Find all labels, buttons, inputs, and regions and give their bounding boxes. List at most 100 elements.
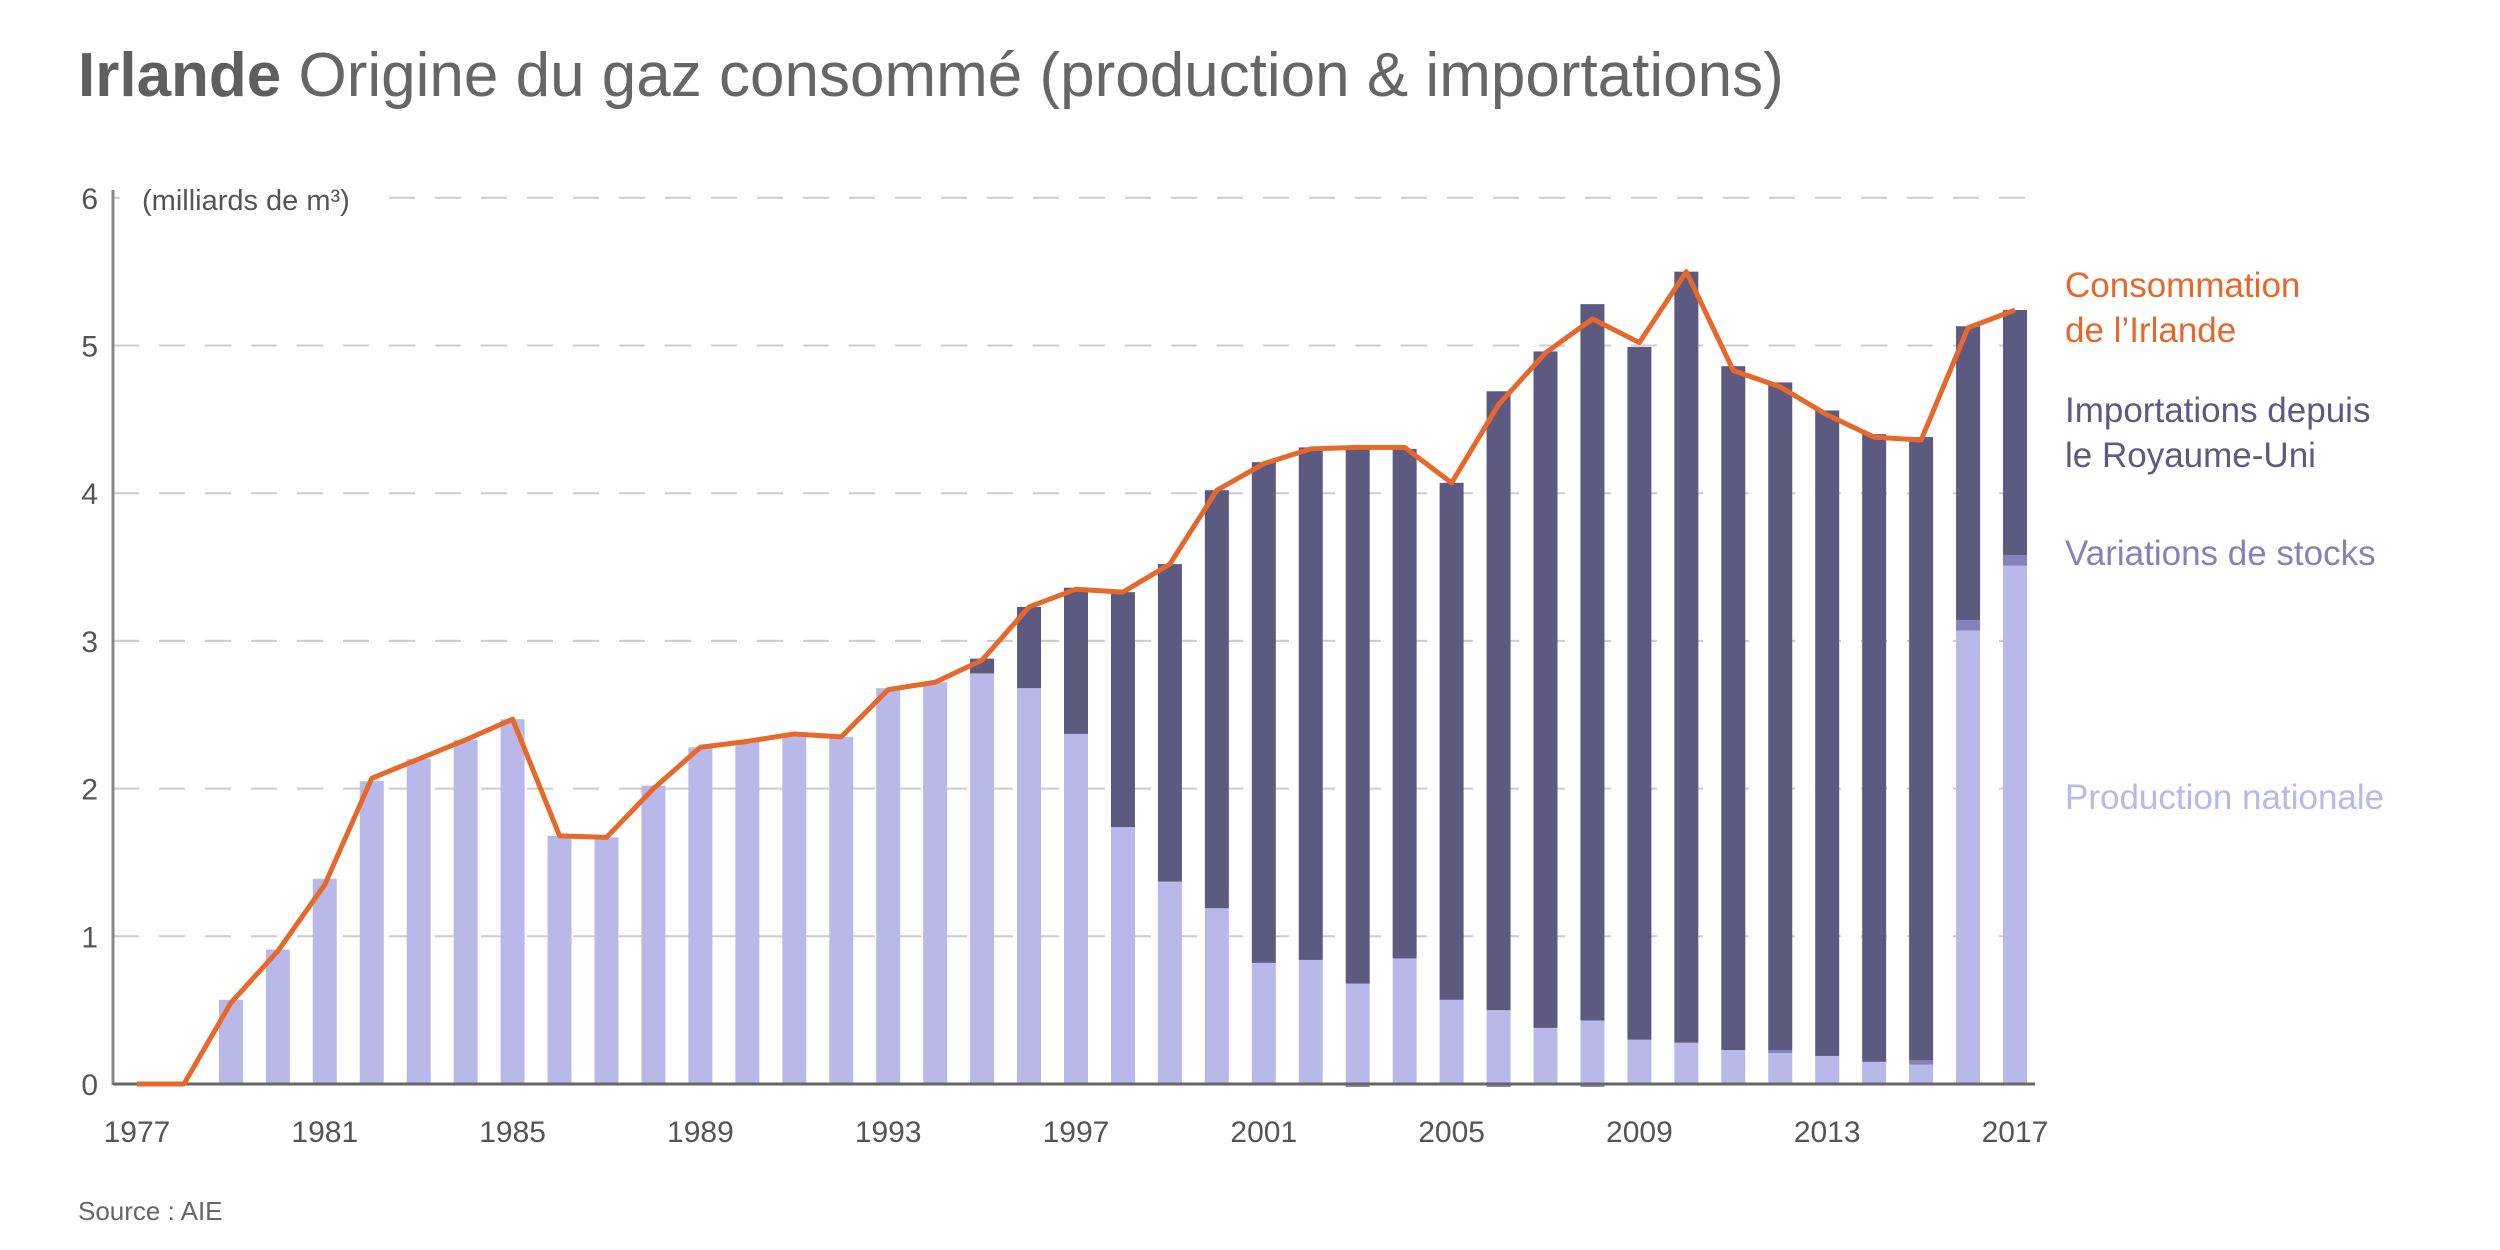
bar-production: [1956, 630, 1981, 1084]
bar-production: [1486, 1010, 1511, 1084]
unit-label-background: [120, 180, 385, 216]
bar-imports: [2003, 310, 2027, 556]
bar-imports: [1580, 304, 1605, 1021]
bar-production: [1017, 688, 1042, 1084]
bar-production: [1909, 1064, 1934, 1084]
bar-production: [547, 835, 572, 1084]
legend-production: Production nationale: [2065, 778, 2384, 817]
bar-production: [265, 949, 290, 1084]
bar-production: [1768, 1052, 1793, 1084]
bar-production: [1298, 959, 1323, 1084]
legend-stocks: Variations de stocks: [2065, 534, 2376, 573]
x-tick-label: 2009: [1606, 1116, 1673, 1149]
bar-imports: [1392, 448, 1417, 959]
bars: [218, 271, 2027, 1087]
bar-stocks: [1909, 1060, 1934, 1065]
bar-production: [1439, 999, 1464, 1084]
bar-imports: [1862, 434, 1887, 1062]
bar-production: [735, 741, 760, 1084]
chart-title: Irlande Origine du gaz consommé (product…: [78, 40, 1784, 111]
bar-imports: [1345, 447, 1370, 984]
bar-production: [453, 739, 478, 1084]
bar-production: [876, 688, 901, 1084]
bar-production: [641, 785, 666, 1084]
bar-production: [500, 719, 525, 1084]
title-country: Irlande: [78, 41, 282, 110]
x-tick-label: 1977: [104, 1116, 171, 1149]
bar-production: [1721, 1050, 1746, 1084]
bar-production: [1345, 983, 1370, 1084]
bar-imports: [1674, 271, 1699, 1043]
bar-imports: [1533, 351, 1558, 1028]
y-tick-label: 5: [81, 331, 98, 364]
bar-production: [2003, 565, 2027, 1084]
bar-production: [1674, 1042, 1699, 1084]
bar-production: [1157, 881, 1182, 1084]
bar-imports: [1017, 606, 1042, 689]
bar-imports: [1439, 482, 1464, 1000]
gridlines: [113, 180, 2040, 938]
bar-production: [970, 673, 995, 1084]
bar-production: [1110, 827, 1135, 1084]
bar-production: [1580, 1020, 1605, 1084]
legend-imports-line1: Importations depuis: [2065, 391, 2370, 430]
bar-imports: [1627, 346, 1652, 1040]
bar-imports: [1110, 592, 1135, 828]
y-tick-label: 6: [81, 183, 98, 216]
y-tick-label: 3: [81, 626, 98, 659]
x-tick-label: 1997: [1043, 1116, 1110, 1149]
consumption-line: [137, 269, 2016, 1087]
x-tick-label: 2001: [1230, 1116, 1297, 1149]
bar-production: [1392, 958, 1417, 1084]
bar-production: [312, 878, 337, 1084]
x-tick-label: 2005: [1418, 1116, 1485, 1149]
legend: Consommation de l’Irlande Importations d…: [2065, 266, 2384, 817]
legend-imports-line2: le Royaume-Uni: [2065, 436, 2316, 475]
x-tick-label: 1981: [291, 1116, 358, 1149]
bar-production: [359, 781, 384, 1084]
bar-production: [688, 747, 713, 1084]
x-tick-label: 2017: [1982, 1116, 2049, 1149]
y-tick-label: 1: [81, 921, 98, 954]
y-axis-ticks: 0 1 2 3 4 5 6: [81, 183, 98, 1102]
bar-imports: [1909, 437, 1934, 1061]
bar-production: [1064, 733, 1088, 1084]
y-tick-label: 4: [81, 478, 98, 511]
bar-production: [594, 837, 619, 1084]
bar-imports: [1064, 587, 1088, 734]
bar-production: [782, 733, 807, 1084]
bar-imports: [1486, 391, 1511, 1011]
legend-consumption-line1: Consommation: [2065, 266, 2300, 305]
bar-stocks: [1956, 620, 1981, 631]
title-subtitle: Origine du gaz consommé (production & im…: [298, 41, 1784, 110]
bar-imports: [1251, 462, 1276, 963]
bar-imports: [1815, 410, 1840, 1056]
x-tick-label: 1985: [479, 1116, 546, 1149]
unit-label: (milliards de m³): [142, 185, 350, 217]
y-tick-label: 2: [81, 774, 98, 807]
bar-production: [1815, 1055, 1840, 1084]
bar-production: [406, 759, 431, 1084]
bar-production: [1627, 1039, 1652, 1084]
y-tick-label: 0: [81, 1069, 98, 1102]
source-note: Source : AIE: [78, 1196, 223, 1226]
x-tick-label: 1993: [855, 1116, 922, 1149]
bar-stocks: [1768, 1050, 1793, 1053]
legend-consumption-line2: de l’Irlande: [2065, 311, 2236, 350]
bar-production: [1204, 908, 1229, 1084]
bar-imports: [1721, 366, 1746, 1051]
bar-imports: [1768, 382, 1793, 1051]
bar-imports: [1956, 326, 1981, 621]
bar-production: [829, 736, 854, 1084]
bar-production: [1862, 1061, 1887, 1084]
bar-stocks: [2003, 555, 2027, 566]
bar-imports: [1157, 564, 1182, 882]
x-tick-label: 1989: [667, 1116, 734, 1149]
bar-production: [1251, 962, 1276, 1084]
bar-production: [1533, 1027, 1558, 1084]
x-tick-label: 2013: [1794, 1116, 1861, 1149]
bar-imports: [1204, 490, 1229, 909]
bar-imports: [1298, 447, 1323, 960]
bar-production: [923, 682, 948, 1084]
